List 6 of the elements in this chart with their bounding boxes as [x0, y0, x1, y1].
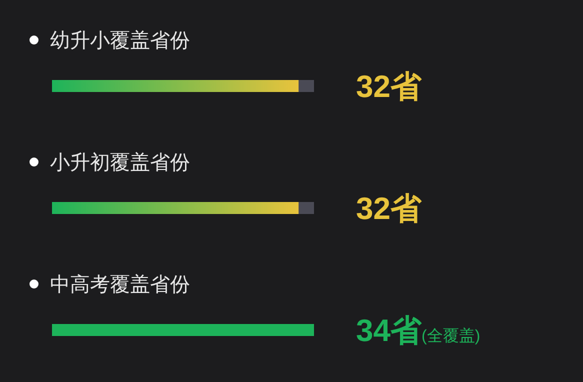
data-label: 32省	[356, 69, 422, 104]
y-tick-label: 中高考覆盖省份	[50, 273, 190, 296]
y-tick-label: 幼升小覆盖省份	[50, 29, 190, 52]
data-label: 34省(全覆盖)	[356, 313, 480, 348]
y-tick-label: 小升初覆盖省份	[50, 151, 190, 174]
data-label: 32省	[356, 191, 422, 226]
